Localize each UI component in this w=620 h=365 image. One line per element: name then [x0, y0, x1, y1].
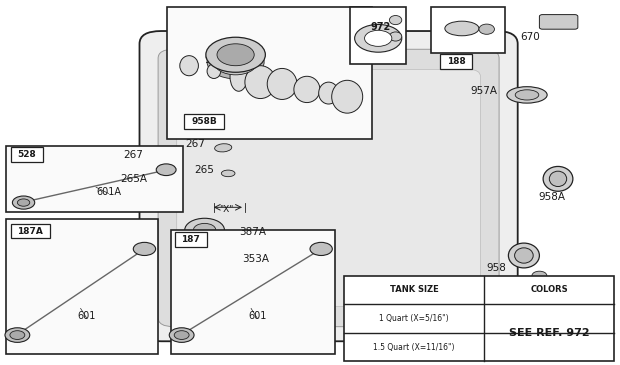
- Text: 958: 958: [486, 263, 506, 273]
- Ellipse shape: [267, 69, 297, 99]
- Text: 188: 188: [447, 57, 466, 66]
- Ellipse shape: [543, 166, 573, 191]
- Ellipse shape: [549, 171, 567, 187]
- Ellipse shape: [144, 155, 159, 162]
- Text: 187: 187: [182, 235, 200, 244]
- Text: 1 Quart (X=5/16"): 1 Quart (X=5/16"): [379, 314, 449, 323]
- FancyBboxPatch shape: [140, 31, 518, 341]
- Text: 265: 265: [195, 165, 215, 175]
- Circle shape: [193, 223, 216, 237]
- Circle shape: [207, 45, 264, 79]
- Text: 958A: 958A: [538, 192, 565, 202]
- FancyBboxPatch shape: [344, 276, 614, 361]
- Text: 387A: 387A: [239, 227, 266, 237]
- Circle shape: [185, 218, 224, 242]
- Circle shape: [355, 24, 402, 52]
- Ellipse shape: [180, 55, 198, 76]
- Ellipse shape: [389, 15, 402, 25]
- Circle shape: [194, 251, 221, 267]
- Text: SEE REF. 972: SEE REF. 972: [509, 328, 590, 338]
- FancyBboxPatch shape: [6, 146, 183, 212]
- Ellipse shape: [515, 248, 533, 263]
- FancyBboxPatch shape: [11, 147, 43, 162]
- Ellipse shape: [332, 80, 363, 113]
- Circle shape: [221, 53, 250, 71]
- Circle shape: [365, 30, 392, 46]
- Ellipse shape: [207, 64, 221, 78]
- Ellipse shape: [294, 76, 320, 103]
- Ellipse shape: [445, 21, 479, 36]
- Ellipse shape: [319, 82, 339, 104]
- Circle shape: [133, 242, 156, 255]
- FancyBboxPatch shape: [177, 69, 480, 307]
- Ellipse shape: [221, 170, 235, 177]
- FancyBboxPatch shape: [431, 7, 505, 53]
- Text: 958B: 958B: [191, 117, 217, 126]
- Text: 267: 267: [185, 139, 205, 149]
- Text: 267: 267: [123, 150, 143, 160]
- Ellipse shape: [389, 32, 402, 41]
- Text: 957A: 957A: [470, 86, 497, 96]
- Ellipse shape: [507, 87, 547, 103]
- FancyBboxPatch shape: [11, 224, 50, 238]
- FancyBboxPatch shape: [440, 54, 472, 69]
- Text: eReplacementParts.com: eReplacementParts.com: [234, 183, 386, 196]
- Circle shape: [169, 328, 194, 342]
- Text: 601: 601: [248, 311, 267, 321]
- Text: 957: 957: [205, 55, 223, 65]
- Circle shape: [200, 255, 215, 264]
- Ellipse shape: [156, 176, 169, 182]
- Ellipse shape: [245, 66, 276, 99]
- Text: "X": "X": [219, 205, 234, 214]
- Ellipse shape: [508, 243, 539, 268]
- Ellipse shape: [215, 144, 232, 152]
- Text: 265A: 265A: [120, 174, 147, 184]
- Circle shape: [12, 196, 35, 209]
- Text: 353A: 353A: [242, 254, 269, 264]
- Text: 1.5 Quart (X=11/16"): 1.5 Quart (X=11/16"): [373, 343, 455, 351]
- Text: 528: 528: [17, 150, 36, 159]
- FancyBboxPatch shape: [350, 7, 406, 64]
- Circle shape: [17, 199, 30, 206]
- Circle shape: [156, 164, 176, 176]
- Circle shape: [217, 44, 254, 66]
- Ellipse shape: [515, 90, 539, 100]
- Circle shape: [174, 331, 189, 339]
- Text: 670: 670: [520, 31, 540, 42]
- FancyBboxPatch shape: [175, 232, 207, 247]
- Circle shape: [10, 331, 25, 339]
- Circle shape: [5, 328, 30, 342]
- FancyBboxPatch shape: [170, 230, 335, 354]
- Text: 187A: 187A: [17, 227, 43, 235]
- Circle shape: [310, 242, 332, 255]
- FancyBboxPatch shape: [184, 114, 224, 129]
- FancyBboxPatch shape: [539, 15, 578, 29]
- Text: 601A: 601A: [96, 187, 121, 197]
- Text: 972: 972: [370, 22, 391, 32]
- Text: 601: 601: [78, 311, 96, 321]
- FancyBboxPatch shape: [198, 240, 211, 246]
- FancyBboxPatch shape: [6, 219, 158, 354]
- Circle shape: [191, 36, 280, 88]
- Circle shape: [206, 37, 265, 72]
- FancyBboxPatch shape: [158, 49, 499, 327]
- Circle shape: [214, 49, 257, 75]
- Text: COLORS: COLORS: [530, 285, 568, 294]
- Ellipse shape: [230, 62, 247, 91]
- Circle shape: [532, 271, 547, 280]
- Text: TANK SIZE: TANK SIZE: [390, 285, 438, 294]
- Circle shape: [200, 41, 272, 83]
- Ellipse shape: [479, 24, 495, 34]
- FancyBboxPatch shape: [167, 7, 372, 139]
